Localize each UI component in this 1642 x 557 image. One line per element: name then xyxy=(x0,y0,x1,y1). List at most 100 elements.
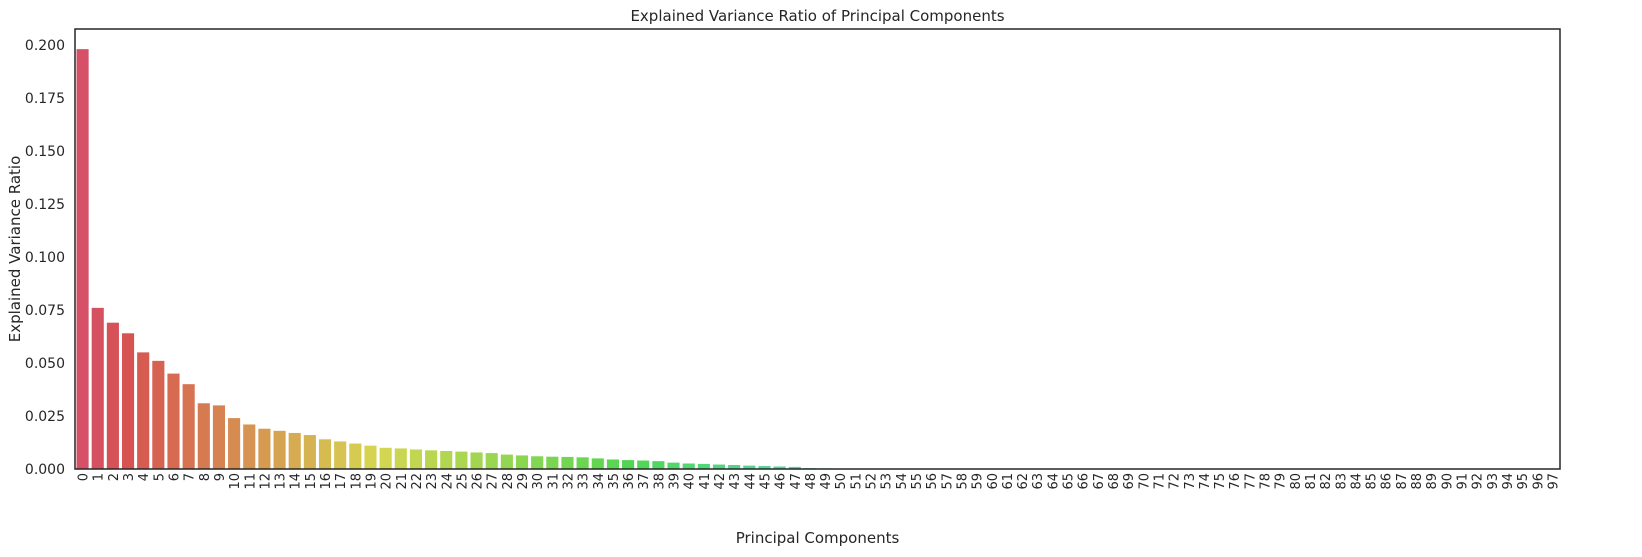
plot-frame xyxy=(75,29,1560,469)
y-tick-label: 0.025 xyxy=(25,409,65,425)
x-tick-label: 57 xyxy=(940,473,955,490)
x-tick-label: 81 xyxy=(1304,473,1319,490)
x-tick-label: 95 xyxy=(1516,473,1531,490)
x-tick-label: 24 xyxy=(440,473,455,490)
bar-38 xyxy=(652,461,664,469)
x-tick-label: 70 xyxy=(1137,473,1152,490)
x-tick-label: 22 xyxy=(410,473,425,490)
x-tick-label: 37 xyxy=(637,473,652,490)
bar-32 xyxy=(561,457,573,469)
x-tick-label: 56 xyxy=(925,473,940,490)
x-tick-label: 40 xyxy=(683,473,698,490)
x-tick-label: 68 xyxy=(1107,473,1122,490)
x-tick-label: 20 xyxy=(380,473,395,490)
x-tick-label: 97 xyxy=(1546,473,1561,490)
x-tick-label: 34 xyxy=(592,473,607,490)
y-axis-label: Explained Variance Ratio xyxy=(6,156,24,343)
bar-5 xyxy=(152,361,164,469)
bar-1 xyxy=(92,308,104,469)
x-tick-label: 38 xyxy=(652,473,667,490)
x-tick-label: 64 xyxy=(1046,473,1061,490)
x-tick-label: 26 xyxy=(471,473,486,490)
bar-3 xyxy=(122,333,134,469)
x-tick-label: 58 xyxy=(955,473,970,490)
x-tick-label: 16 xyxy=(319,473,334,490)
bar-13 xyxy=(274,431,286,469)
x-tick-label: 52 xyxy=(865,473,880,490)
bar-9 xyxy=(213,405,225,469)
bar-18 xyxy=(349,444,361,469)
bar-12 xyxy=(258,429,270,469)
x-tick-label: 87 xyxy=(1395,473,1410,490)
bar-36 xyxy=(622,460,634,469)
x-tick-label: 32 xyxy=(561,473,576,490)
x-tick-label: 63 xyxy=(1031,473,1046,490)
bar-39 xyxy=(667,463,679,469)
x-tick-label: 84 xyxy=(1349,473,1364,490)
x-tick-label: 71 xyxy=(1152,473,1167,490)
bar-41 xyxy=(698,464,710,469)
x-tick-label: 82 xyxy=(1319,473,1334,490)
bar-35 xyxy=(607,459,619,469)
bar-26 xyxy=(470,452,482,469)
x-tick-label: 33 xyxy=(577,473,592,490)
x-tick-label: 39 xyxy=(668,473,683,490)
bar-34 xyxy=(592,458,604,469)
y-axis-ticks: 0.0000.0250.0500.0750.1000.1250.1500.175… xyxy=(25,38,65,478)
bar-4 xyxy=(137,352,149,469)
x-tick-label: 46 xyxy=(774,473,789,490)
x-tick-label: 27 xyxy=(486,473,501,490)
x-tick-label: 31 xyxy=(546,473,561,490)
x-tick-label: 17 xyxy=(334,473,349,490)
bar-11 xyxy=(243,424,255,469)
x-tick-label: 11 xyxy=(243,473,258,490)
x-tick-label: 47 xyxy=(789,473,804,490)
x-tick-label: 67 xyxy=(1092,473,1107,490)
x-tick-label: 60 xyxy=(986,473,1001,490)
x-tick-label: 88 xyxy=(1410,473,1425,490)
bar-37 xyxy=(637,461,649,469)
y-tick-label: 0.125 xyxy=(25,197,65,213)
bars-layer xyxy=(77,49,1559,469)
x-tick-label: 80 xyxy=(1289,473,1304,490)
bar-21 xyxy=(395,448,407,469)
x-tick-label: 92 xyxy=(1471,473,1486,490)
x-tick-label: 61 xyxy=(1001,473,1016,490)
bar-6 xyxy=(167,374,179,469)
x-tick-label: 62 xyxy=(1016,473,1031,490)
bar-40 xyxy=(683,463,695,469)
bar-20 xyxy=(380,448,392,469)
bar-28 xyxy=(501,455,513,469)
x-tick-label: 9 xyxy=(213,473,228,481)
x-tick-label: 49 xyxy=(819,473,834,490)
x-tick-label: 91 xyxy=(1456,473,1471,490)
x-tick-label: 36 xyxy=(622,473,637,490)
bar-33 xyxy=(577,457,589,469)
x-tick-label: 55 xyxy=(910,473,925,490)
x-tick-label: 35 xyxy=(607,473,622,490)
bar-10 xyxy=(228,418,240,469)
x-tick-label: 15 xyxy=(304,473,319,490)
x-tick-label: 41 xyxy=(698,473,713,490)
x-tick-label: 43 xyxy=(728,473,743,490)
y-tick-label: 0.150 xyxy=(25,144,65,160)
x-tick-label: 14 xyxy=(289,473,304,490)
x-tick-label: 0 xyxy=(77,473,92,481)
x-tick-label: 45 xyxy=(758,473,773,490)
x-tick-label: 4 xyxy=(137,473,152,481)
x-tick-label: 89 xyxy=(1425,473,1440,490)
x-tick-label: 19 xyxy=(364,473,379,490)
x-tick-label: 2 xyxy=(107,473,122,481)
y-tick-label: 0.100 xyxy=(25,250,65,266)
bar-22 xyxy=(410,449,422,469)
bar-17 xyxy=(334,441,346,469)
x-tick-label: 83 xyxy=(1334,473,1349,490)
x-tick-label: 30 xyxy=(531,473,546,490)
x-tick-label: 3 xyxy=(122,473,137,481)
bar-29 xyxy=(516,455,528,469)
y-tick-label: 0.050 xyxy=(25,356,65,372)
bar-7 xyxy=(183,384,195,469)
